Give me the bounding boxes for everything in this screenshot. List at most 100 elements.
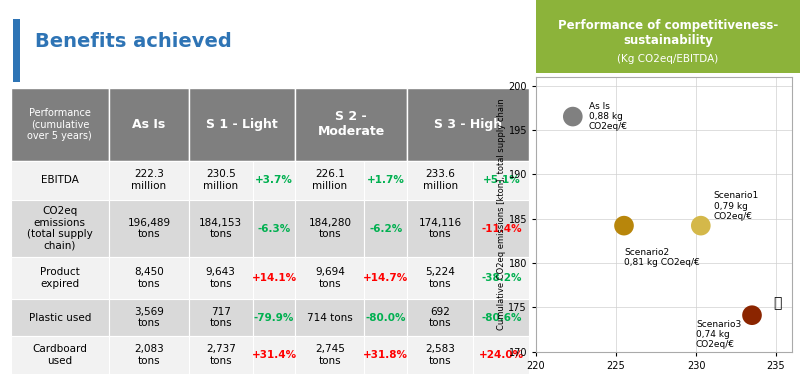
Bar [14, 19, 20, 82]
Bar [295, 257, 365, 299]
Text: -11.4%: -11.4% [481, 224, 522, 233]
Text: 2,583
tons: 2,583 tons [426, 344, 455, 366]
Text: 9,643
tons: 9,643 tons [206, 267, 236, 289]
Text: Benefits achieved: Benefits achieved [34, 32, 231, 50]
Text: 9,694
tons: 9,694 tons [315, 267, 345, 289]
Text: S 2 -
Moderate: S 2 - Moderate [318, 110, 385, 138]
Bar [474, 337, 530, 374]
Text: +24.0%: +24.0% [479, 350, 524, 360]
Bar [407, 200, 474, 257]
Bar [365, 257, 407, 299]
Text: -79.9%: -79.9% [254, 313, 294, 323]
Text: +3.7%: +3.7% [255, 175, 293, 185]
Bar [407, 161, 474, 200]
Text: 3,569
tons: 3,569 tons [134, 307, 164, 328]
Bar [109, 200, 189, 257]
Text: 5,224
tons: 5,224 tons [426, 267, 455, 289]
Bar [295, 299, 365, 337]
Bar [253, 200, 295, 257]
Y-axis label: Cumulative CO2eq emissions [kton], total supply chain: Cumulative CO2eq emissions [kton], total… [497, 98, 506, 330]
Bar [253, 299, 295, 337]
Text: Product
expired: Product expired [40, 267, 80, 289]
Text: 174,116
tons: 174,116 tons [418, 218, 462, 239]
Text: 714 tons: 714 tons [307, 313, 353, 323]
Text: +31.4%: +31.4% [251, 350, 297, 360]
Text: +5.1%: +5.1% [482, 175, 520, 185]
Bar [10, 200, 109, 257]
Bar [10, 161, 109, 200]
Text: Plastic used: Plastic used [29, 313, 91, 323]
Bar [407, 257, 474, 299]
Text: 2,745
tons: 2,745 tons [315, 344, 345, 366]
Text: Scenario2
0,81 kg CO2eq/€: Scenario2 0,81 kg CO2eq/€ [624, 248, 700, 267]
Bar [10, 299, 109, 337]
Text: Performance of competitiveness-
sustainability: Performance of competitiveness- sustaina… [558, 19, 778, 47]
Text: +1.7%: +1.7% [366, 175, 405, 185]
Bar [109, 257, 189, 299]
Text: Scenario3
0,74 kg
CO2eq/€: Scenario3 0,74 kg CO2eq/€ [696, 320, 742, 349]
Bar [189, 257, 253, 299]
Text: 184,153
tons: 184,153 tons [199, 218, 242, 239]
Bar [365, 200, 407, 257]
Text: +14.1%: +14.1% [251, 273, 297, 283]
Text: As Is: As Is [132, 118, 166, 131]
Text: -6.3%: -6.3% [258, 224, 290, 233]
Text: Scenario1
0,79 kg
CO2eq/€: Scenario1 0,79 kg CO2eq/€ [714, 191, 759, 221]
Bar [109, 161, 189, 200]
Bar [10, 337, 109, 374]
Bar [295, 88, 407, 161]
Bar [253, 337, 295, 374]
Text: +14.7%: +14.7% [363, 273, 408, 283]
Bar [189, 299, 253, 337]
Text: 184,280
tons: 184,280 tons [308, 218, 351, 239]
Text: (Kg CO2eq/EBITDA): (Kg CO2eq/EBITDA) [618, 54, 718, 64]
Text: 2,737
tons: 2,737 tons [206, 344, 236, 366]
Text: +31.8%: +31.8% [363, 350, 408, 360]
Bar [253, 161, 295, 200]
Text: 196,489
tons: 196,489 tons [127, 218, 170, 239]
Bar [295, 200, 365, 257]
Text: Cardboard
used: Cardboard used [33, 344, 87, 366]
Bar [109, 88, 189, 161]
Bar [189, 200, 253, 257]
Text: 230.5
million: 230.5 million [203, 169, 238, 191]
Bar [474, 299, 530, 337]
Bar [10, 257, 109, 299]
Text: CO2eq
emissions
(total supply
chain): CO2eq emissions (total supply chain) [27, 206, 93, 251]
Text: As Is
0,88 kg
CO2eq/€: As Is 0,88 kg CO2eq/€ [589, 102, 628, 132]
Text: -38.2%: -38.2% [481, 273, 522, 283]
Bar [365, 299, 407, 337]
Bar [365, 337, 407, 374]
Bar [407, 337, 474, 374]
Text: -6.2%: -6.2% [369, 224, 402, 233]
Point [566, 114, 579, 120]
Text: 🏆: 🏆 [773, 296, 781, 310]
Bar [474, 161, 530, 200]
Text: S 3 - High: S 3 - High [434, 118, 502, 131]
Text: 226.1
million: 226.1 million [312, 169, 347, 191]
Text: 692
tons: 692 tons [429, 307, 451, 328]
Bar [10, 88, 109, 161]
Bar [189, 88, 295, 161]
Text: 222.3
million: 222.3 million [131, 169, 166, 191]
Text: 2,083
tons: 2,083 tons [134, 344, 164, 366]
Bar [189, 337, 253, 374]
Point [618, 223, 630, 229]
Text: S 1 - Light: S 1 - Light [206, 118, 278, 131]
Text: 8,450
tons: 8,450 tons [134, 267, 164, 289]
Bar [365, 161, 407, 200]
Bar [109, 299, 189, 337]
Text: EBITDA: EBITDA [41, 175, 78, 185]
Text: -80.6%: -80.6% [481, 313, 522, 323]
Text: 233.6
million: 233.6 million [422, 169, 458, 191]
Text: -80.0%: -80.0% [366, 313, 406, 323]
Bar [407, 299, 474, 337]
Bar [474, 200, 530, 257]
Bar [295, 161, 365, 200]
Bar [474, 257, 530, 299]
Bar [295, 337, 365, 374]
Text: 717
tons: 717 tons [210, 307, 232, 328]
Bar [109, 337, 189, 374]
Point [746, 312, 758, 318]
Bar [253, 257, 295, 299]
